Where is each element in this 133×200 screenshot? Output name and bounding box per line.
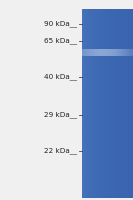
Text: 29 kDa__: 29 kDa__: [44, 112, 77, 118]
Text: 40 kDa__: 40 kDa__: [44, 74, 77, 80]
Text: 65 kDa__: 65 kDa__: [44, 38, 77, 44]
Text: 90 kDa__: 90 kDa__: [44, 21, 77, 27]
Text: 22 kDa__: 22 kDa__: [44, 148, 77, 154]
